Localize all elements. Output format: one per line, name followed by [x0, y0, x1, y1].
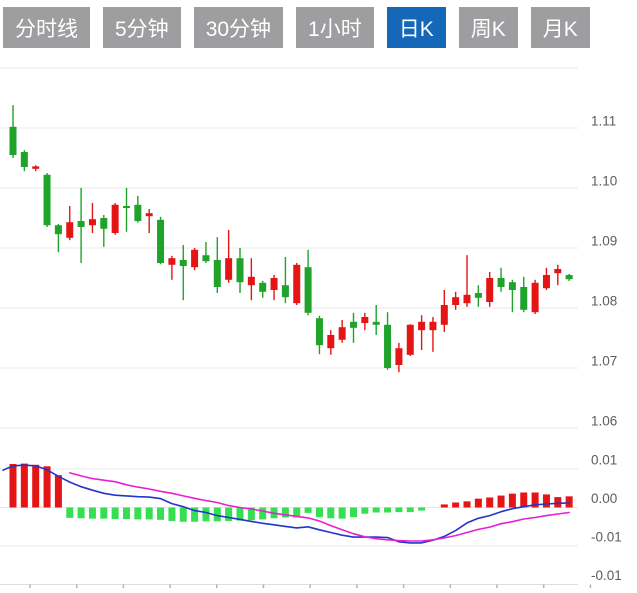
- dif-line: [2, 464, 570, 544]
- macd-histogram: [9, 463, 573, 522]
- svg-text:-0.01: -0.01: [591, 530, 622, 545]
- price-axis-labels: 1.11 1.10 1.09 1.08 1.07 1.06: [591, 114, 617, 429]
- svg-text:-0.01: -0.01: [591, 568, 622, 583]
- tab-monthly-k[interactable]: 月K: [530, 7, 590, 48]
- candlestick-series: [9, 105, 573, 373]
- timeframe-tabs: 分时线 5分钟 30分钟 1小时 日K 周K 月K: [3, 7, 590, 48]
- dea-line: [69, 472, 570, 542]
- tab-30min[interactable]: 30分钟: [193, 7, 284, 48]
- svg-text:1.10: 1.10: [591, 174, 617, 189]
- svg-text:0.01: 0.01: [591, 453, 617, 468]
- tab-5min[interactable]: 5分钟: [103, 7, 181, 48]
- tab-daily-k[interactable]: 日K: [386, 7, 446, 48]
- macd-axis-labels: 0.01 0.00 -0.01 -0.01: [591, 453, 622, 584]
- svg-text:1.07: 1.07: [591, 354, 617, 369]
- tab-time-share[interactable]: 分时线: [3, 7, 90, 48]
- svg-text:1.11: 1.11: [591, 114, 616, 129]
- tab-1hour[interactable]: 1小时: [296, 7, 374, 48]
- bottom-axis-ticks: [29, 584, 592, 590]
- tab-weekly-k[interactable]: 周K: [458, 7, 518, 48]
- price-gridlines: [0, 67, 578, 429]
- svg-text:1.08: 1.08: [591, 294, 617, 309]
- svg-text:1.09: 1.09: [591, 234, 617, 249]
- svg-text:0.00: 0.00: [591, 491, 617, 506]
- svg-text:1.06: 1.06: [591, 414, 617, 429]
